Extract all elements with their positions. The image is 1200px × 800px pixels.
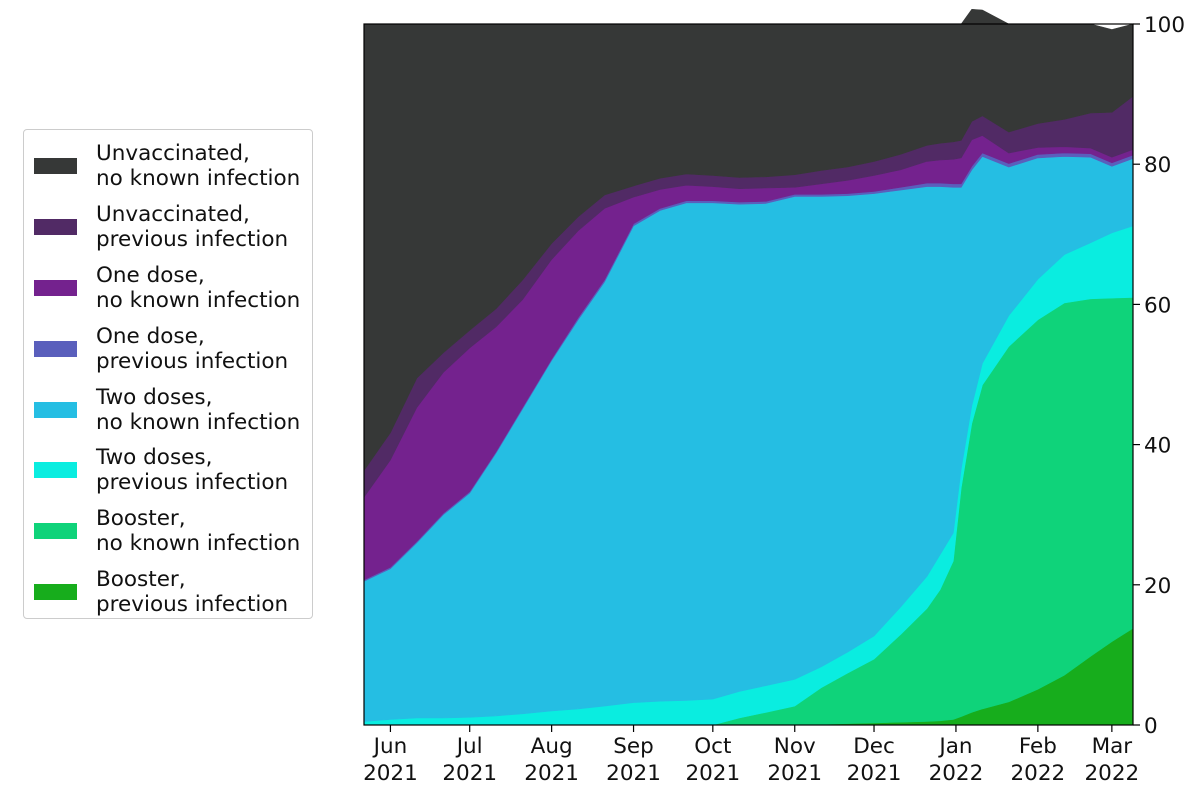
y-tick-label: 80 bbox=[1144, 153, 1171, 178]
legend-label: Two doses, no known infection bbox=[96, 384, 301, 435]
x-tick-label: Jan 2022 bbox=[929, 734, 984, 786]
y-tick-label: 60 bbox=[1144, 293, 1171, 318]
legend-label: Booster, no known infection bbox=[96, 506, 301, 557]
x-tick-label: Aug 2021 bbox=[524, 734, 579, 786]
legend-swatch bbox=[34, 158, 77, 175]
legend-label: Unvaccinated, no known infection bbox=[96, 141, 301, 192]
plot-frame bbox=[363, 23, 1134, 726]
legend-swatch bbox=[34, 279, 77, 296]
x-tick-label: Jun 2021 bbox=[363, 734, 418, 786]
x-tick-label: Sep 2021 bbox=[606, 734, 661, 786]
legend-item-one-dose-no-known-infection: One dose, no known infection bbox=[32, 258, 304, 319]
x-axis: Jun 2021 Jul 2021 Aug 2021 Sep 2021 Oct 2021 Nov 20… bbox=[363, 725, 1139, 786]
x-tick-label: Jul 2021 bbox=[442, 734, 497, 786]
y-axis: 0 20 40 60 80 100 bbox=[1133, 13, 1185, 739]
y-tick-label: 0 bbox=[1144, 714, 1158, 739]
legend-label: Unvaccinated, previous infection bbox=[96, 202, 289, 253]
legend-label: One dose, no known infection bbox=[96, 262, 301, 313]
legend-swatch bbox=[34, 401, 77, 418]
x-tick-label: Feb 2022 bbox=[1011, 734, 1066, 786]
y-tick-label: 100 bbox=[1144, 13, 1185, 38]
legend-swatch bbox=[34, 340, 77, 357]
legend-item-two-doses-previous-infection: Two doses, previous infection bbox=[32, 440, 304, 501]
legend-item-unvaccinated-previous-infection: Unvaccinated, previous infection bbox=[32, 197, 304, 258]
x-tick-label: Nov 2021 bbox=[767, 734, 822, 786]
x-tick-label: Mar 2022 bbox=[1084, 734, 1139, 786]
legend-swatch bbox=[34, 462, 77, 479]
legend-label: Booster, previous infection bbox=[96, 566, 289, 617]
legend: Unvaccinated, no known infection Unvaccin… bbox=[23, 129, 313, 619]
x-tick-label: Oct 2021 bbox=[685, 734, 740, 786]
legend-item-booster-previous-infection: Booster, previous infection bbox=[32, 562, 304, 623]
legend-item-one-dose-previous-infection: One dose, previous infection bbox=[32, 318, 304, 379]
legend-label: Two doses, previous infection bbox=[96, 445, 289, 496]
y-tick-label: 40 bbox=[1144, 434, 1171, 459]
legend-swatch bbox=[34, 583, 77, 600]
stacked-areas bbox=[363, 8, 1134, 726]
y-tick-label: 20 bbox=[1144, 574, 1171, 599]
legend-item-unvaccinated-no-known-infection: Unvaccinated, no known infection bbox=[32, 136, 304, 197]
legend-swatch bbox=[34, 219, 77, 236]
legend-label: One dose, previous infection bbox=[96, 323, 289, 374]
legend-swatch bbox=[34, 523, 77, 540]
x-tick-label: Dec 2021 bbox=[847, 734, 902, 786]
legend-item-booster-no-known-infection: Booster, no known infection bbox=[32, 501, 304, 562]
legend-item-two-doses-no-known-infection: Two doses, no known infection bbox=[32, 379, 304, 440]
